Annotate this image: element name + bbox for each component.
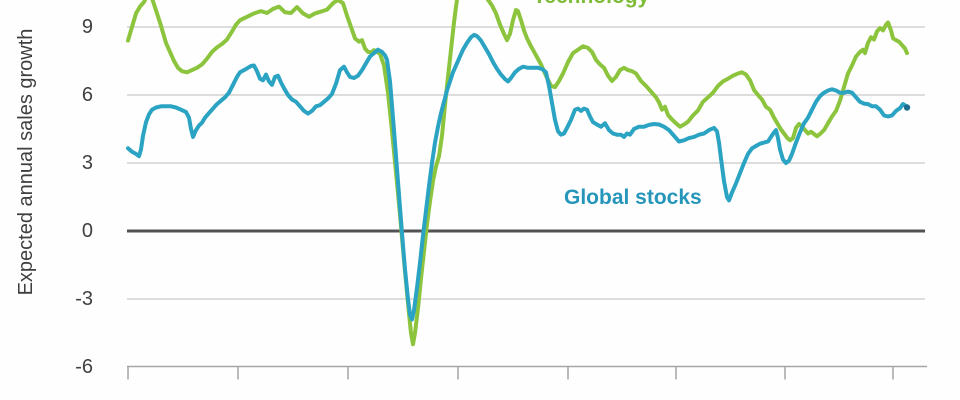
y-tick-label-3: 3: [81, 152, 93, 174]
series-label-technology: Technology: [533, 0, 649, 9]
y-tick-label-6: 6: [81, 84, 93, 106]
series-end-marker-global-stocks: [903, 104, 911, 111]
series-label-global-stocks: Global stocks: [564, 186, 702, 209]
y-tick-label-9: 9: [81, 16, 93, 38]
y-tick-label-0: 0: [81, 220, 93, 242]
series-line-technology: [126, 0, 909, 347]
y-tick-label--6: -6: [75, 355, 93, 378]
y-tick-label--3: -3: [75, 287, 93, 310]
series-line-global-stocks: [126, 32, 909, 322]
